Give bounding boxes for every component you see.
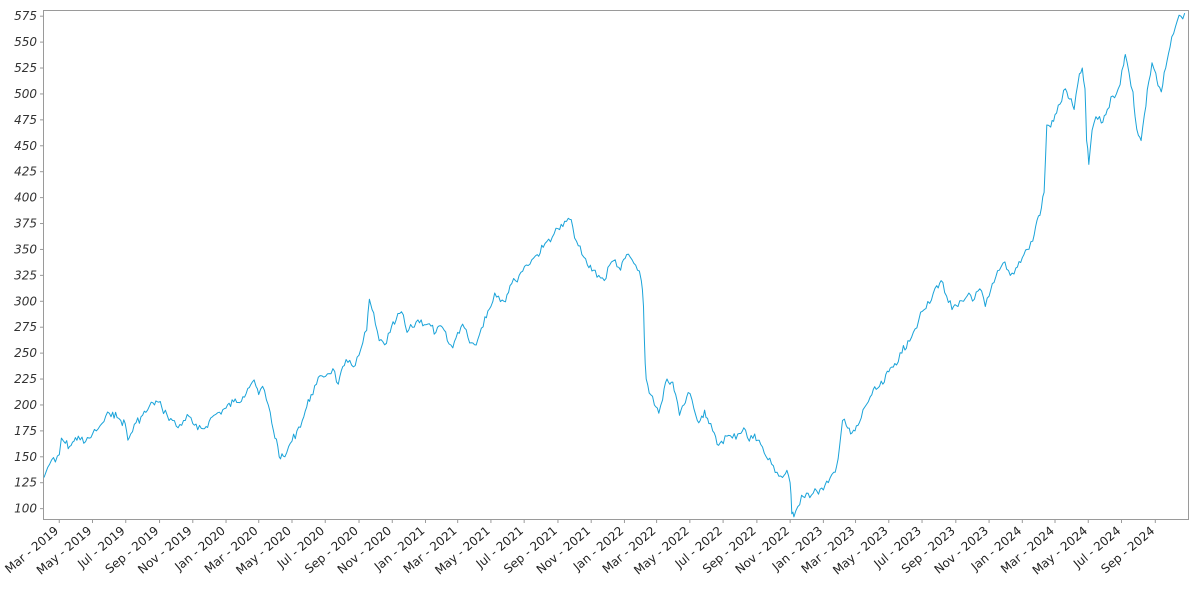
- y-tick-label: 200: [14, 398, 37, 412]
- y-tick-label: 550: [14, 35, 37, 49]
- y-tick-label: 250: [14, 346, 37, 360]
- y-tick-label: 275: [14, 320, 37, 334]
- y-tick-label: 175: [14, 424, 37, 438]
- y-tick-label: 375: [14, 217, 37, 231]
- y-tick-label: 350: [14, 242, 37, 256]
- y-tick-label: 450: [14, 139, 37, 153]
- series-layer: [43, 12, 1186, 518]
- plot-frame: [43, 10, 1189, 520]
- y-tick-label: 475: [14, 113, 37, 127]
- y-tick-label: 500: [14, 87, 37, 101]
- y-tick-label: 100: [14, 502, 37, 516]
- y-tick-label: 300: [14, 294, 37, 308]
- y-tick-label: 125: [14, 476, 37, 490]
- y-tick-label: 325: [14, 268, 37, 282]
- y-tick-label: 150: [14, 450, 37, 464]
- y-tick-label: 225: [14, 372, 37, 386]
- y-axis: 100 125 150 175 200 225 250 275 300 325 350 375 400 4…: [14, 9, 44, 516]
- y-tick-label: 525: [14, 61, 37, 75]
- y-tick-label: 400: [14, 191, 37, 205]
- y-tick-label: 425: [14, 165, 37, 179]
- y-tick-label: 575: [14, 9, 37, 23]
- price-series-line: [43, 12, 1186, 518]
